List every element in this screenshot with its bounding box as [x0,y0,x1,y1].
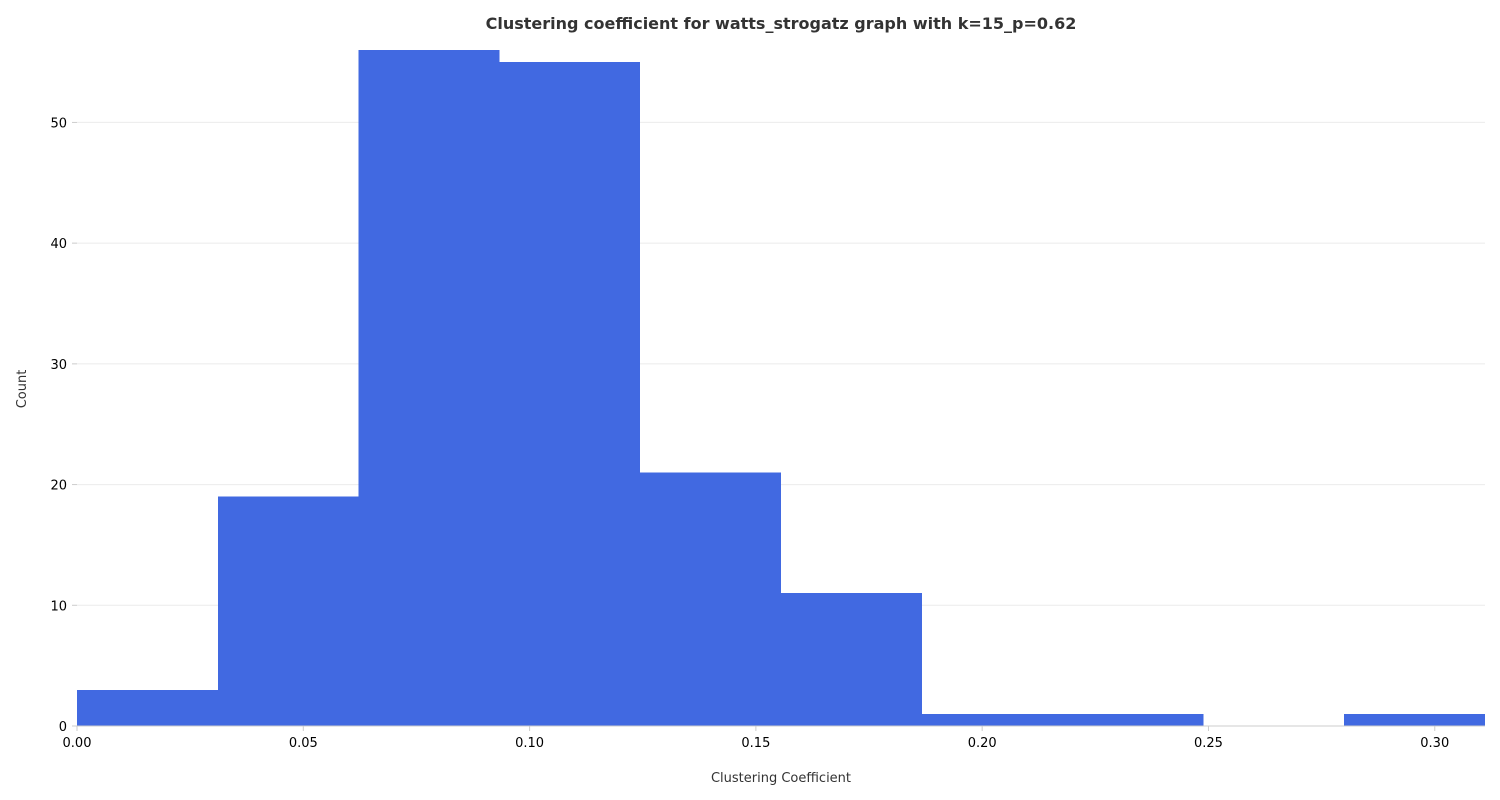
axes: 0 10 20 30 40 50 0.00 0.05 0.10 0.15 0.20 0.25 0.30 [50,116,1485,751]
grid-lines [77,121,1485,606]
histogram-bar [781,593,922,726]
histogram-bar [1344,713,1485,726]
x-tick-label: 0.00 [63,736,92,751]
y-tick-label: 40 [50,237,67,252]
x-tick-label: 0.25 [1194,736,1223,751]
histogram-bar [358,50,500,726]
y-tick-label: 10 [50,599,67,614]
x-tick-label: 0.05 [289,736,318,751]
x-tick-label: 0.15 [741,736,770,751]
x-tick-label: 0.10 [515,736,544,751]
x-tick-label: 0.30 [1420,736,1449,751]
x-tick-label: 0.20 [968,736,997,751]
histogram-bar [499,62,641,727]
y-axis-label: Count [15,370,30,409]
histogram-bars [77,50,1485,727]
x-axis-label: Clustering Coefficient [711,771,851,786]
y-tick-label: 50 [50,116,67,131]
chart-title: Clustering coefficient for watts_strogat… [486,14,1077,33]
y-tick-label: 30 [50,358,67,373]
y-tick-label: 0 [59,720,67,735]
histogram-bar [921,713,1063,726]
histogram-bar [1062,713,1204,726]
y-tick-label: 20 [50,479,67,494]
histogram-bar [640,472,782,726]
histogram-bar [77,689,218,726]
histogram-bar [217,496,359,726]
